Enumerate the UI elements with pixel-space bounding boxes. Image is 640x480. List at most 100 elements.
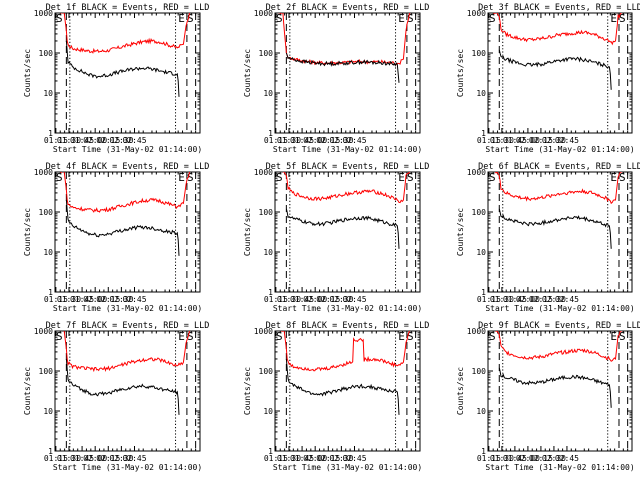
- x-axis-label: Start Time (31-May-02 01:14:00): [485, 304, 634, 313]
- x-tick-label: 01:30: [57, 136, 81, 145]
- series-events: [65, 199, 180, 256]
- y-tick-label: 100: [39, 208, 54, 217]
- x-tick-label: 02:00: [516, 454, 540, 463]
- x-tick-label: 02:45: [122, 136, 146, 145]
- series-lld: [493, 13, 623, 46]
- x-axis-label: Start Time (31-May-02 01:14:00): [273, 304, 422, 313]
- x-tick-label: 02:15: [316, 136, 340, 145]
- series-events: [498, 367, 612, 408]
- marker-s-end: S: [407, 171, 414, 184]
- marker-s-end: S: [407, 330, 414, 343]
- x-tick-label: 02:30: [109, 295, 133, 304]
- marker-e: E: [178, 330, 185, 343]
- series-lld: [278, 13, 411, 66]
- x-tick-label: 01:45: [70, 454, 94, 463]
- y-tick-label: 1000: [467, 168, 486, 177]
- x-tick-label: 02:30: [329, 136, 353, 145]
- marker-s-end: S: [187, 171, 194, 184]
- x-tick-label: 02:45: [342, 136, 366, 145]
- chart-title: Det 3f BLACK = Events, RED = LLD: [478, 3, 640, 13]
- x-tick-label: 01:45: [290, 295, 314, 304]
- x-tick-label: 01:30: [277, 454, 301, 463]
- x-tick-label: 02:45: [122, 295, 146, 304]
- y-tick-label: 100: [259, 49, 274, 58]
- y-tick-label: 10: [263, 407, 273, 416]
- marker-s-end: S: [619, 12, 626, 25]
- x-tick-label: 02:00: [303, 295, 327, 304]
- x-tick-label: 02:00: [303, 136, 327, 145]
- series-lld: [278, 331, 411, 372]
- y-tick-label: 10: [263, 89, 273, 98]
- y-tick-label: 1: [481, 447, 486, 456]
- y-tick-label: 100: [472, 208, 487, 217]
- y-tick-label: 1: [48, 129, 53, 138]
- plot-frame: [54, 330, 201, 452]
- marker-e: E: [398, 330, 405, 343]
- y-tick-label: 100: [472, 367, 487, 376]
- x-tick-label: 01:15: [477, 454, 501, 463]
- y-tick-label: 1000: [254, 327, 273, 336]
- marker-s-end: S: [619, 171, 626, 184]
- chart-title: Det 5f BLACK = Events, RED = LLD: [266, 162, 430, 172]
- x-tick-label: 02:30: [542, 454, 566, 463]
- marker-s-start: S: [489, 330, 496, 343]
- plot-frame: [274, 171, 421, 293]
- chart-title: Det 4f BLACK = Events, RED = LLD: [46, 162, 210, 172]
- y-tick-label: 100: [472, 49, 487, 58]
- x-axis-label: Start Time (31-May-02 01:14:00): [53, 145, 202, 154]
- marker-s-start: S: [56, 330, 63, 343]
- marker-e: E: [610, 12, 617, 25]
- y-tick-label: 100: [259, 367, 274, 376]
- y-tick-label: 1: [48, 447, 53, 456]
- chart-panel-1: Det 1f BLACK = Events, RED = LLD 1 10 100 10…: [23, 3, 209, 154]
- chart-title: Det 2f BLACK = Events, RED = LLD: [266, 3, 430, 13]
- x-tick-label: 01:15: [44, 454, 68, 463]
- x-tick-label: 01:45: [503, 454, 527, 463]
- x-tick-label: 02:30: [542, 295, 566, 304]
- x-tick-label: 02:45: [555, 454, 579, 463]
- y-axis-label: Counts/sec: [243, 367, 252, 415]
- y-axis-label: Counts/sec: [456, 367, 465, 415]
- x-tick-label: 02:00: [83, 295, 107, 304]
- x-tick-label: 02:15: [96, 295, 120, 304]
- y-tick-label: 1: [481, 288, 486, 297]
- y-tick-label: 100: [259, 208, 274, 217]
- x-tick-label: 01:15: [477, 136, 501, 145]
- x-axis-label: Start Time (31-May-02 01:14:00): [53, 463, 202, 472]
- marker-s-start: S: [489, 171, 496, 184]
- x-axis-label: Start Time (31-May-02 01:14:00): [53, 304, 202, 313]
- y-axis-label: Counts/sec: [23, 49, 32, 97]
- x-tick-label: 02:15: [316, 295, 340, 304]
- x-tick-label: 02:45: [122, 454, 146, 463]
- y-tick-label: 10: [476, 407, 486, 416]
- chart-panel-6: Det 6f BLACK = Events, RED = LLD 1 10 100 10…: [456, 162, 640, 313]
- x-tick-label: 01:15: [264, 454, 288, 463]
- marker-s-start: S: [56, 171, 63, 184]
- series-events: [285, 358, 400, 415]
- x-tick-label: 01:45: [503, 295, 527, 304]
- x-tick-label: 02:00: [516, 136, 540, 145]
- x-tick-label: 02:15: [529, 454, 553, 463]
- x-tick-label: 02:15: [96, 454, 120, 463]
- y-tick-label: 1: [268, 288, 273, 297]
- x-tick-label: 01:15: [264, 136, 288, 145]
- series-events: [65, 358, 180, 415]
- chart-panel-2: Det 2f BLACK = Events, RED = LLD 1 10 100 10…: [243, 3, 429, 154]
- x-tick-label: 01:30: [57, 454, 81, 463]
- marker-e: E: [178, 171, 185, 184]
- series-events: [498, 208, 612, 249]
- x-tick-label: 02:30: [329, 454, 353, 463]
- series-lld: [494, 172, 623, 205]
- x-tick-label: 02:15: [96, 136, 120, 145]
- x-tick-label: 01:45: [503, 136, 527, 145]
- y-tick-label: 10: [263, 248, 273, 257]
- x-axis-label: Start Time (31-May-02 01:14:00): [273, 145, 422, 154]
- x-tick-label: 01:30: [57, 295, 81, 304]
- y-tick-label: 1: [268, 129, 273, 138]
- x-tick-label: 02:00: [83, 136, 107, 145]
- y-tick-label: 10: [43, 407, 53, 416]
- x-axis-label: Start Time (31-May-02 01:14:00): [485, 145, 634, 154]
- plot-frame: [487, 12, 633, 134]
- y-tick-label: 10: [43, 248, 53, 257]
- series-lld: [278, 172, 411, 204]
